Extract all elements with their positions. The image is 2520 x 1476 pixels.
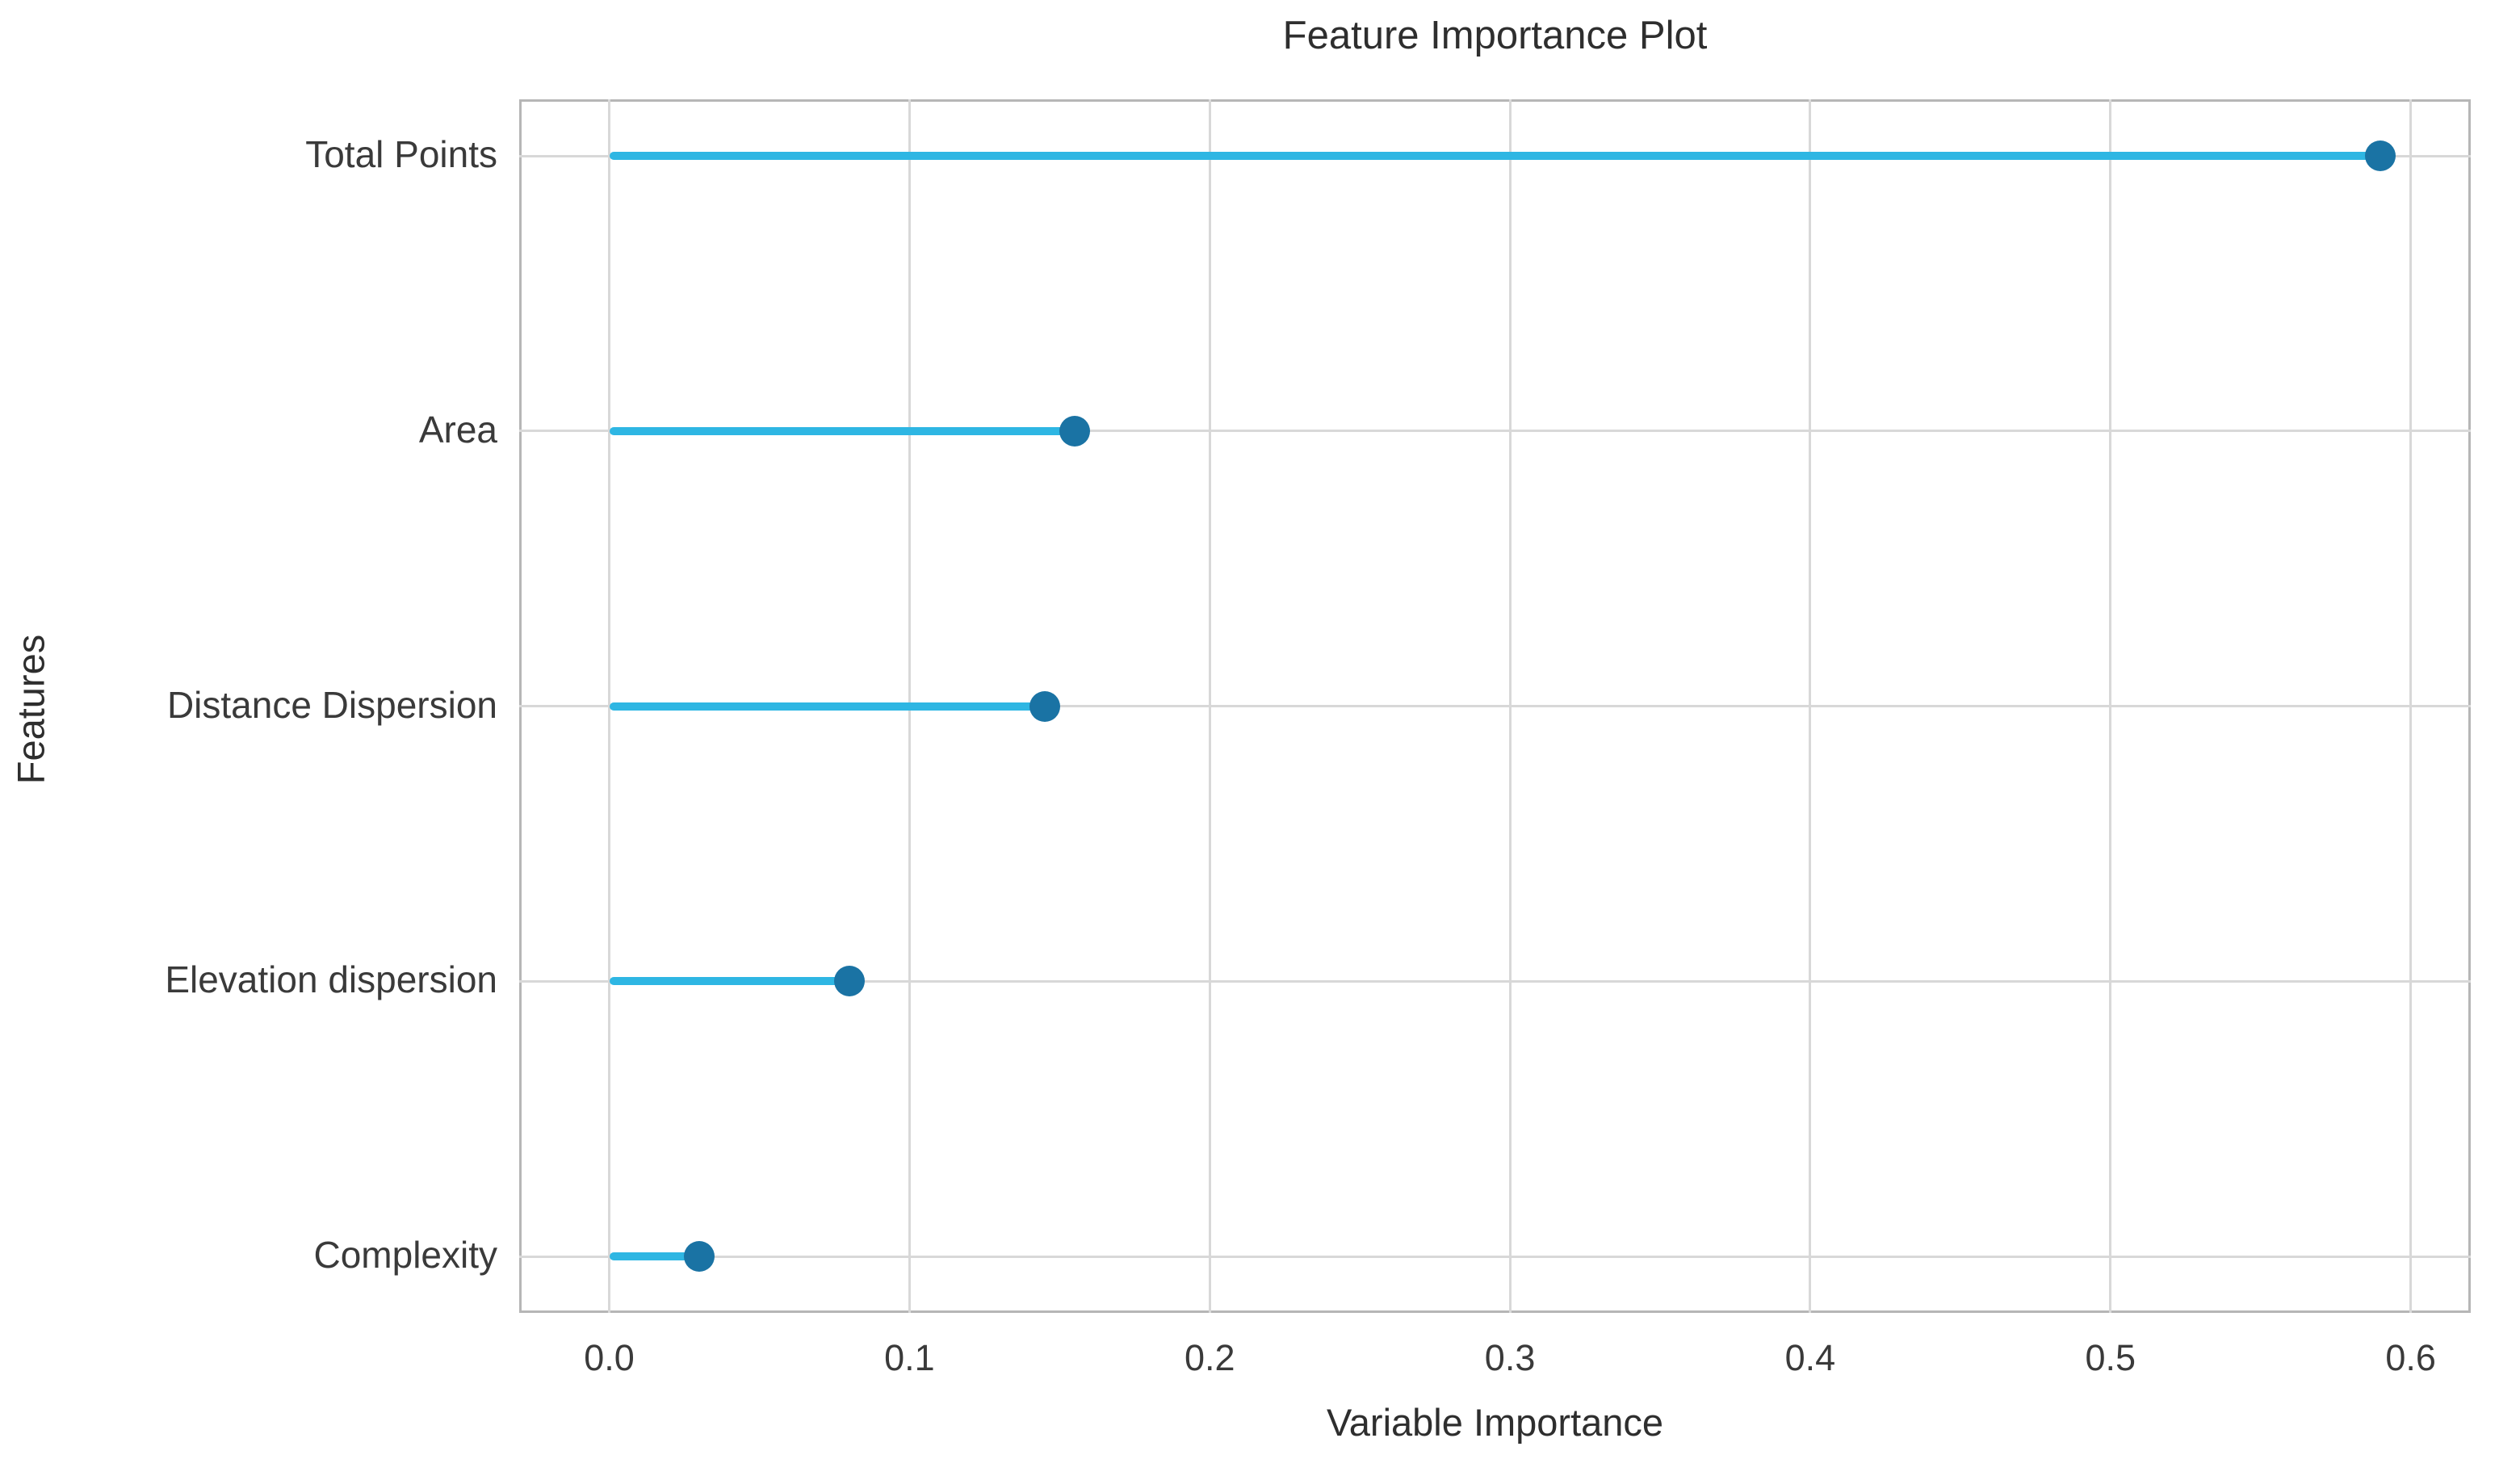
x-tick-label: 0.4 <box>1784 1337 1836 1378</box>
y-gridline <box>519 430 2471 433</box>
marker-dot <box>834 966 866 997</box>
marker-dot <box>2365 140 2396 171</box>
x-axis-label: Variable Importance <box>1326 1401 1664 1444</box>
stem-line <box>609 426 1075 435</box>
marker-dot <box>1029 690 1060 722</box>
stem-line <box>609 152 2381 160</box>
y-gridline <box>519 705 2471 707</box>
y-category-label: Elevation dispersion <box>165 958 497 1001</box>
y-axis-label: Features <box>9 634 52 785</box>
y-category-label: Total Points <box>305 133 497 175</box>
x-tick-label: 0.1 <box>884 1337 935 1378</box>
chart-title: Feature Importance Plot <box>1282 14 1708 57</box>
x-tick-label: 0.0 <box>584 1337 635 1378</box>
stem-line <box>609 702 1045 711</box>
y-category-label: Distance Dispersion <box>166 683 497 726</box>
y-gridline <box>519 1255 2471 1258</box>
x-tick-label: 0.5 <box>2085 1337 2136 1378</box>
stem-line <box>609 977 850 986</box>
stem-line <box>609 1252 700 1260</box>
x-tick-label: 0.6 <box>2385 1337 2436 1378</box>
y-category-label: Complexity <box>313 1234 497 1276</box>
marker-dot <box>684 1241 715 1272</box>
y-category-label: Area <box>418 408 497 451</box>
y-gridline <box>519 979 2471 983</box>
x-tick-label: 0.2 <box>1184 1337 1235 1378</box>
marker-dot <box>1059 415 1090 447</box>
x-tick-label: 0.3 <box>1484 1337 1536 1378</box>
